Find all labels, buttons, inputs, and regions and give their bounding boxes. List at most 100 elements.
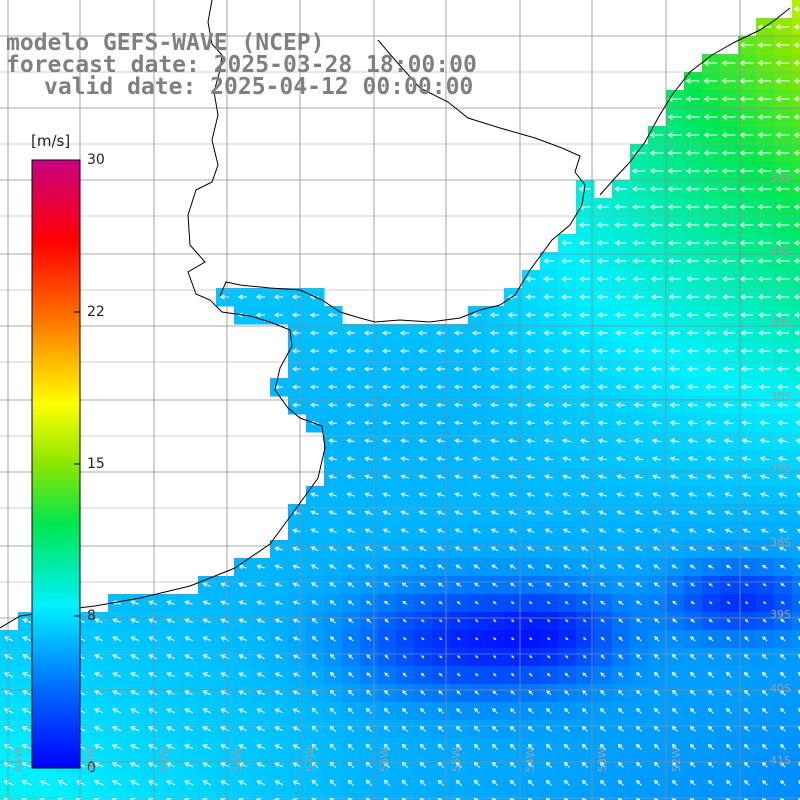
wind-arrow bbox=[238, 744, 248, 750]
wind-arrow bbox=[635, 725, 642, 732]
wind-arrow bbox=[775, 276, 790, 282]
wind-arrow bbox=[419, 761, 426, 768]
wind-arrow bbox=[509, 797, 515, 800]
wind-arrow bbox=[777, 438, 788, 444]
wind-arrow bbox=[780, 708, 786, 714]
wind-arrow bbox=[703, 114, 718, 120]
wind-arrow bbox=[650, 240, 663, 246]
wind-arrow bbox=[384, 600, 390, 606]
wind-arrow bbox=[471, 312, 482, 318]
wind-arrow bbox=[544, 546, 553, 552]
wind-arrow bbox=[618, 690, 624, 696]
wind-speed-cell bbox=[144, 792, 163, 800]
wind-arrow bbox=[793, 240, 800, 246]
wind-arrow bbox=[526, 474, 535, 480]
wind-arrow bbox=[543, 402, 554, 408]
wind-arrow bbox=[689, 653, 696, 660]
wind-arrow bbox=[685, 132, 700, 138]
wind-arrow bbox=[739, 258, 754, 264]
wind-arrow bbox=[457, 619, 461, 623]
wind-arrow bbox=[184, 762, 194, 768]
wind-arrow bbox=[690, 762, 696, 768]
wind-arrow bbox=[633, 348, 644, 354]
wind-arrow bbox=[582, 654, 587, 659]
wind-arrow bbox=[667, 204, 682, 210]
wind-arrow bbox=[421, 637, 425, 641]
wind-speed-cell bbox=[666, 792, 685, 800]
wind-arrow bbox=[635, 564, 643, 570]
wind-arrow bbox=[474, 690, 480, 696]
wind-arrow bbox=[671, 743, 678, 750]
wind-arrow bbox=[561, 348, 572, 354]
wind-arrow bbox=[184, 672, 194, 678]
wind-arrow bbox=[722, 330, 735, 336]
wind-arrow bbox=[148, 726, 158, 732]
wind-arrow bbox=[721, 240, 736, 246]
wind-speed-cell bbox=[342, 792, 361, 800]
wind-arrow bbox=[202, 690, 212, 696]
wind-arrow bbox=[347, 600, 354, 606]
wind-arrow bbox=[633, 420, 644, 426]
wind-arrow bbox=[346, 474, 355, 480]
wind-arrow bbox=[364, 402, 373, 408]
forecast-date: forecast date: 2025-03-28 18:00:00 bbox=[6, 52, 477, 78]
wind-arrow bbox=[364, 528, 373, 534]
wind-arrow bbox=[292, 672, 301, 678]
wind-arrow bbox=[794, 348, 800, 354]
wind-speed-cell bbox=[306, 792, 325, 800]
wind-arrow bbox=[739, 240, 754, 246]
wind-arrow bbox=[726, 583, 731, 587]
wind-arrow bbox=[757, 186, 772, 192]
wind-arrow bbox=[347, 689, 354, 696]
wind-arrow bbox=[402, 600, 408, 605]
wind-speed-cell bbox=[558, 792, 577, 800]
wind-arrow bbox=[365, 725, 372, 732]
wind-arrow bbox=[583, 619, 587, 623]
wind-arrow bbox=[274, 708, 283, 714]
wind-arrow bbox=[703, 78, 718, 84]
valid-date: valid date: 2025-04-12 00:00:00 bbox=[44, 74, 474, 100]
wind-arrow bbox=[364, 366, 373, 372]
wind-arrow bbox=[219, 294, 230, 300]
wind-arrow bbox=[546, 582, 552, 587]
wind-arrow bbox=[421, 619, 425, 623]
wind-arrow bbox=[757, 60, 772, 66]
wind-arrow bbox=[543, 276, 554, 282]
wind-speed-cell bbox=[792, 792, 800, 800]
wind-arrow bbox=[614, 276, 627, 282]
wind-arrow bbox=[797, 743, 800, 749]
wind-arrow bbox=[256, 636, 265, 642]
wind-arrow bbox=[472, 366, 481, 372]
wind-arrow bbox=[256, 708, 265, 714]
wind-arrow bbox=[797, 564, 800, 569]
wind-arrow bbox=[690, 601, 695, 605]
wind-speed-cell bbox=[252, 792, 271, 800]
wind-arrow bbox=[166, 618, 175, 624]
wind-arrow bbox=[292, 708, 301, 714]
wind-arrow bbox=[436, 348, 445, 354]
wind-arrow bbox=[688, 510, 697, 516]
wind-speed-cell bbox=[162, 792, 181, 800]
wind-arrow bbox=[597, 438, 608, 444]
wind-arrow bbox=[779, 546, 787, 552]
wind-speed-cell bbox=[90, 792, 109, 800]
wind-arrow bbox=[473, 743, 480, 750]
wind-arrow bbox=[525, 312, 536, 318]
wind-arrow bbox=[112, 636, 122, 642]
wind-arrow bbox=[707, 707, 714, 714]
wind-arrow bbox=[148, 654, 158, 660]
wind-arrow bbox=[775, 96, 790, 102]
wind-arrow bbox=[490, 474, 499, 480]
wind-speed-cell bbox=[234, 792, 253, 800]
wind-arrow bbox=[327, 312, 338, 318]
wind-arrow bbox=[420, 708, 426, 714]
wind-arrow bbox=[580, 528, 589, 534]
wind-arrow bbox=[454, 438, 463, 444]
wind-arrow bbox=[600, 636, 605, 641]
wind-arrow bbox=[274, 564, 283, 570]
wind-arrow bbox=[759, 438, 770, 444]
wind-arrow bbox=[493, 637, 497, 641]
wind-arrow bbox=[633, 402, 644, 408]
wind-arrow bbox=[184, 708, 194, 714]
wind-arrow bbox=[578, 222, 591, 228]
